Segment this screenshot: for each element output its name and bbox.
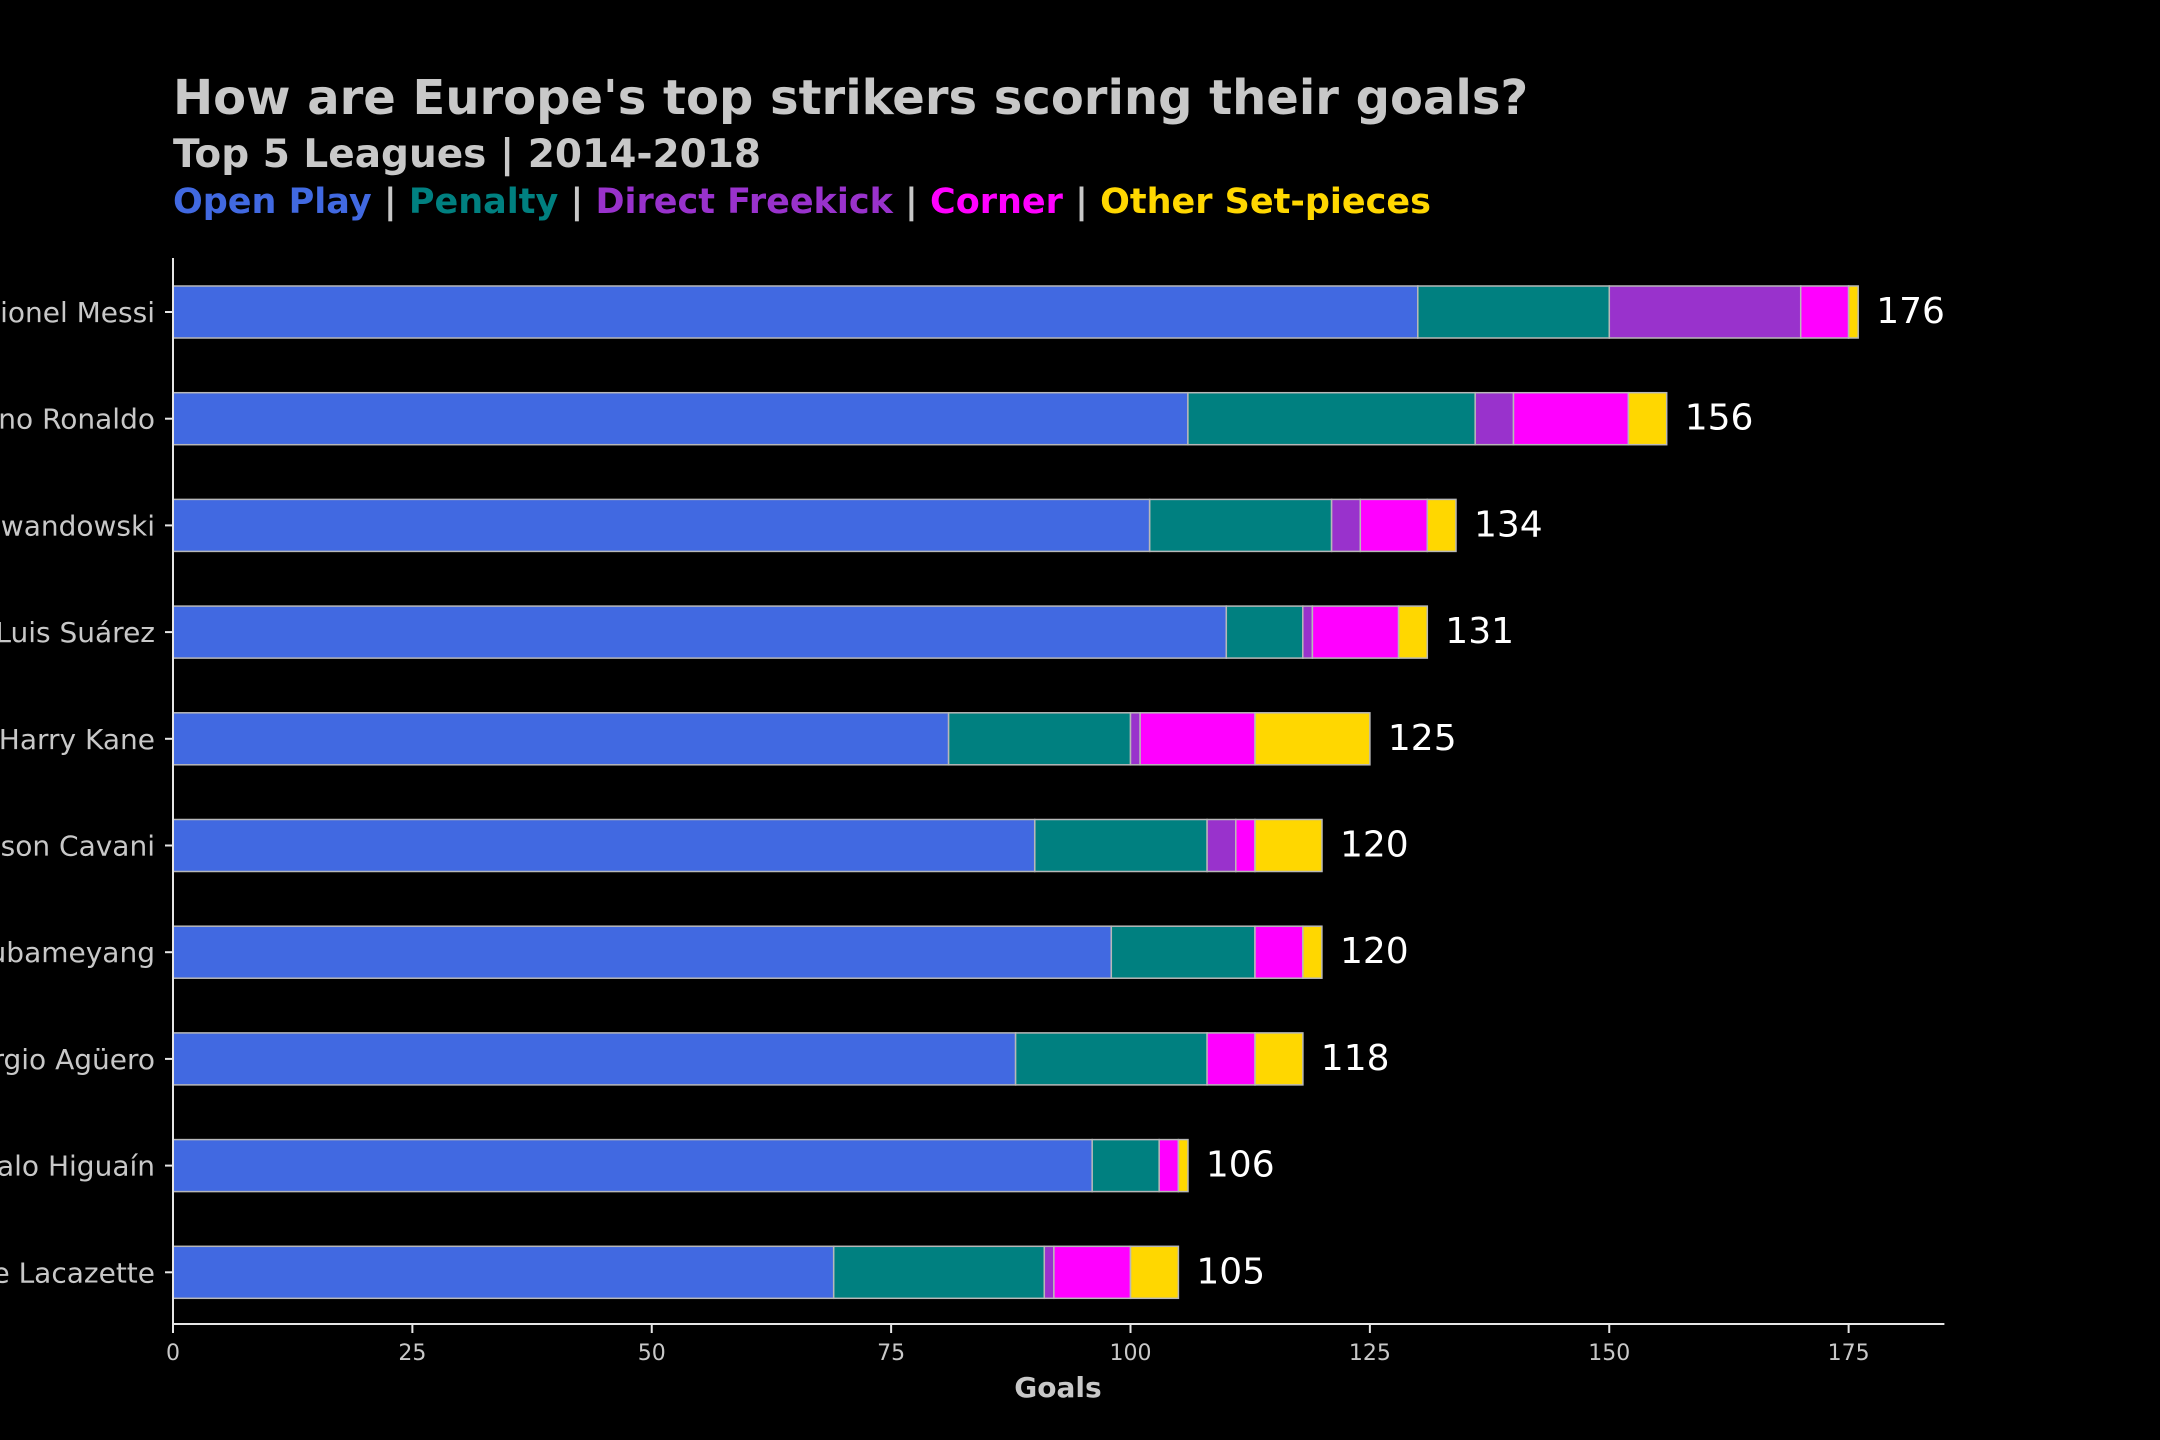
bar-segment [1207, 820, 1236, 872]
bar-segment [1178, 1140, 1188, 1192]
bar-segment [1628, 393, 1666, 445]
total-label: 120 [1340, 825, 1409, 866]
bar-segment [173, 286, 1418, 338]
y-tick-label: Luis Suárez [0, 616, 155, 649]
bar-segment [173, 713, 949, 765]
bar-segment [1140, 713, 1255, 765]
legend-separator: | [558, 182, 595, 222]
legend-entry-other-set-pieces: Other Set-pieces [1100, 182, 1431, 222]
bar-segment [173, 1140, 1092, 1192]
y-tick-label: Lionel Messi [0, 296, 155, 329]
total-label: 105 [1196, 1251, 1265, 1292]
bar-segment [1188, 393, 1475, 445]
total-label: 118 [1321, 1038, 1390, 1079]
bar-segment [1035, 820, 1207, 872]
legend-separator: | [372, 182, 409, 222]
x-axis-label: Goals [1014, 1371, 1101, 1404]
legend-entry-open-play: Open Play [173, 182, 372, 222]
bar-segment [1399, 606, 1428, 658]
bar-segment [1303, 606, 1313, 658]
bar-segment [1159, 1140, 1178, 1192]
bar-segment [173, 606, 1226, 658]
legend-entry-corner: Corner [930, 182, 1064, 222]
bar-segment [1609, 286, 1801, 338]
bar-segment [1255, 1033, 1303, 1085]
total-label: 134 [1474, 504, 1543, 545]
bar-segment [1255, 713, 1370, 765]
y-axis-labels: Lionel Messi Cristiano Ronaldo Robert Lewa… [0, 296, 173, 1289]
bar-segment [1131, 713, 1141, 765]
y-tick-label: Edinson Cavani [0, 830, 155, 863]
legend-separator: | [893, 182, 930, 222]
bar-segment [1475, 393, 1513, 445]
bar-segment [1054, 1246, 1131, 1298]
bar-segment [1044, 1246, 1054, 1298]
bar-segment [1332, 499, 1361, 551]
bar-segment [1312, 606, 1398, 658]
bar-segment [173, 820, 1035, 872]
x-tick-label: 0 [166, 1341, 180, 1366]
total-label: 120 [1340, 931, 1409, 972]
chart-subtitle: Top 5 Leagues | 2014-2018 [173, 132, 761, 177]
bar-segment [1418, 286, 1610, 338]
bar-segment [1016, 1033, 1208, 1085]
bar-segment [1092, 1140, 1159, 1192]
total-label: 125 [1388, 718, 1457, 759]
bar-segment [173, 499, 1150, 551]
bar-segment [1360, 499, 1427, 551]
bar-segment [1226, 606, 1303, 658]
chart-title: How are Europe's top strikers scoring th… [173, 70, 1528, 126]
legend-entry-direct-freekick: Direct Freekick [595, 182, 893, 222]
total-label: 131 [1445, 611, 1514, 652]
bar-segment [1303, 926, 1322, 978]
y-tick-label: Gonzalo Higuaín [0, 1150, 155, 1183]
legend: Open Play | Penalty | Direct Freekick | … [173, 182, 1431, 222]
bar-segment [1514, 393, 1629, 445]
x-tick-label: 75 [877, 1341, 905, 1366]
y-tick-label: Robert Lewandowski [0, 509, 155, 542]
x-tick-label: 50 [638, 1341, 666, 1366]
bar-segment [173, 1246, 834, 1298]
x-tick-label: 150 [1588, 1341, 1630, 1366]
y-tick-label: Alexandre Lacazette [0, 1256, 155, 1289]
legend-separator: | [1063, 182, 1100, 222]
bar-segment [173, 926, 1111, 978]
bar-segment [1207, 1033, 1255, 1085]
bar-segment [1150, 499, 1332, 551]
x-tick-label: 100 [1110, 1341, 1152, 1366]
bar-segment [834, 1246, 1045, 1298]
bar-segment [1849, 286, 1859, 338]
x-axis-ticks: 0 25 50 75 100 125 150 175 [166, 1324, 1870, 1366]
legend-entry-penalty: Penalty [409, 182, 559, 222]
total-label: 176 [1876, 291, 1945, 332]
bar-segment [1236, 820, 1255, 872]
bar-segment [1111, 926, 1255, 978]
y-tick-label: Pierre-Emerick Aubameyang [0, 936, 155, 969]
bar-segment [1255, 820, 1322, 872]
total-label: 156 [1685, 398, 1754, 439]
bar-segment [1801, 286, 1849, 338]
y-tick-label: Harry Kane [0, 723, 155, 756]
total-label: 106 [1206, 1145, 1275, 1186]
y-tick-label: Cristiano Ronaldo [0, 403, 155, 436]
bars-group [173, 286, 1858, 1298]
x-tick-label: 175 [1828, 1341, 1870, 1366]
y-tick-label: Sergio Agüero [0, 1043, 155, 1076]
bar-segment [173, 1033, 1016, 1085]
bar-segment [1427, 499, 1456, 551]
bar-segment [1255, 926, 1303, 978]
x-tick-label: 25 [398, 1341, 426, 1366]
bar-segment [1131, 1246, 1179, 1298]
x-tick-label: 125 [1349, 1341, 1391, 1366]
bar-segment [949, 713, 1131, 765]
bar-segment [173, 393, 1188, 445]
